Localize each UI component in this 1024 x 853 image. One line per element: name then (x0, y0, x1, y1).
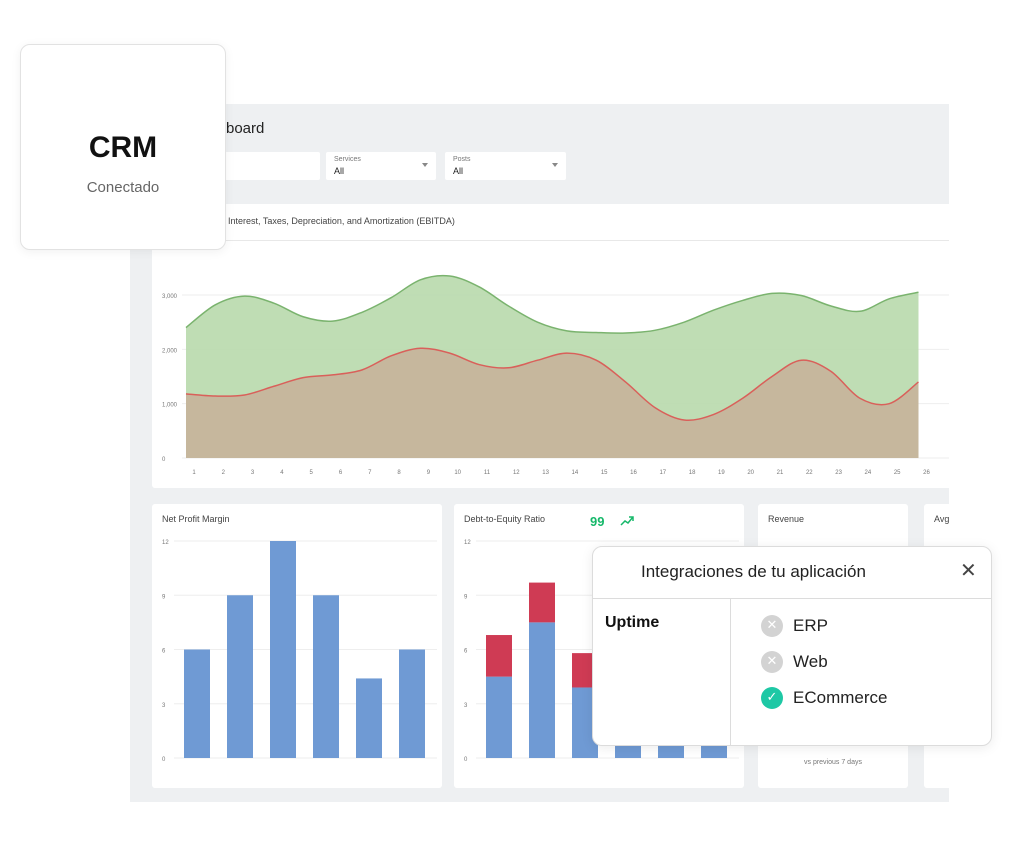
trend-up-icon (620, 516, 634, 526)
x-tick-label: 9 (427, 470, 431, 476)
chevron-down-icon[interactable] (552, 163, 558, 167)
filter-partial[interactable] (216, 152, 320, 180)
net-profit-bar-chart: 0 3 6 9 12 (162, 540, 437, 763)
x-tick-label: 7 (368, 470, 372, 476)
close-icon[interactable]: ✕ (960, 560, 977, 582)
x-tick-label: 3 (251, 470, 255, 476)
filter-label: Posts (453, 156, 471, 163)
x-tick-label: 21 (777, 470, 784, 476)
x-tick-label: 2 (222, 470, 226, 476)
y-tick-label: 6 (464, 649, 468, 655)
dashboard-title: board (226, 120, 265, 137)
bar-1 (486, 635, 512, 677)
net-profit-title: Net Profit Margin (162, 514, 230, 524)
filter-value: All (334, 166, 345, 176)
dashboard-background: board Services All Posts All Interest, T… (130, 104, 949, 802)
chevron-down-icon[interactable] (422, 163, 428, 167)
net-profit-panel: Net Profit Margin 0 3 6 9 12 (152, 504, 442, 788)
x-tick-label: 10 (454, 470, 461, 476)
bar (270, 541, 296, 758)
x-tick-label: 13 (542, 470, 549, 476)
x-tick-label: 6 (339, 470, 343, 476)
check-circle-icon: ✓ (761, 687, 783, 709)
y-tick-label: 12 (162, 540, 169, 546)
x-tick-label: 20 (747, 470, 754, 476)
bar (356, 678, 382, 758)
x-tick-label: 4 (280, 470, 284, 476)
y-tick-label: 0 (162, 457, 166, 463)
kpi-value: 99 (590, 514, 605, 529)
x-tick-label: 25 (894, 470, 901, 476)
integrations-divider (730, 598, 731, 745)
x-tick-label: 19 (718, 470, 725, 476)
x-tick-label: 15 (601, 470, 608, 476)
x-tick-label: 12 (513, 470, 520, 476)
integrations-title: Integraciones de tu aplicación (641, 562, 866, 581)
integrations-header: Integraciones de tu aplicación ✕ (593, 547, 991, 599)
bar-1 (529, 582, 555, 623)
y-tick-label: 2,000 (162, 348, 178, 354)
x-circle-icon: ✕ (761, 651, 783, 673)
uptime-label: Uptime (605, 614, 660, 631)
x-tick-label: 18 (689, 470, 696, 476)
bar (313, 595, 339, 758)
ebitda-title: Interest, Taxes, Depreciation, and Amort… (228, 216, 455, 226)
bar-0 (529, 622, 555, 758)
integration-name: ECommerce (793, 688, 888, 707)
series-area-1 (186, 348, 919, 458)
filter-label: Services (334, 156, 361, 163)
x-tick-label: 11 (484, 470, 491, 476)
x-tick-label: 5 (310, 470, 314, 476)
integration-name: ERP (793, 616, 828, 635)
avg-title: Avg (934, 514, 949, 524)
x-tick-label: 1 (192, 470, 196, 476)
ebitda-panel: Interest, Taxes, Depreciation, and Amort… (152, 204, 949, 488)
x-tick-label: 16 (630, 470, 637, 476)
y-tick-label: 0 (162, 757, 166, 763)
bar (399, 649, 425, 758)
y-tick-label: 12 (464, 540, 471, 546)
debt-equity-title: Debt-to-Equity Ratio (464, 514, 546, 524)
y-tick-label: 3 (464, 703, 468, 709)
bar (227, 595, 253, 758)
bar-0 (486, 676, 512, 758)
y-tick-label: 6 (162, 649, 166, 655)
revenue-footer: vs previous 7 days (804, 759, 862, 766)
bar (184, 649, 210, 758)
y-tick-label: 3,000 (162, 294, 178, 300)
y-tick-label: 3 (162, 703, 166, 709)
x-tick-label: 8 (397, 470, 401, 476)
y-tick-label: 0 (464, 757, 468, 763)
filter-posts[interactable]: Posts All (445, 152, 566, 180)
x-circle-icon: ✕ (761, 615, 783, 637)
x-tick-label: 17 (659, 470, 666, 476)
revenue-title: Revenue (768, 514, 805, 524)
series-line-1 (185, 347, 919, 421)
y-tick-label: 9 (162, 594, 166, 600)
filter-services[interactable]: Services All (326, 152, 436, 180)
x-tick-label: 22 (806, 470, 813, 476)
panel-divider (152, 240, 949, 241)
y-tick-label: 9 (464, 594, 468, 600)
integration-name: Web (793, 652, 828, 671)
x-tick-label: 14 (572, 470, 579, 476)
x-tick-label: 23 (835, 470, 842, 476)
filter-value: All (453, 166, 464, 176)
crm-status: Conectado (86, 179, 160, 196)
x-tick-label: 24 (865, 470, 872, 476)
crm-card: CRM Conectado (20, 44, 226, 250)
y-tick-label: 1,000 (162, 403, 178, 409)
x-tick-label: 26 (923, 470, 930, 476)
crm-title: CRM (88, 131, 158, 164)
series-line-0 (185, 274, 919, 334)
integrations-popup: Integraciones de tu aplicación ✕ Uptime … (592, 546, 992, 746)
